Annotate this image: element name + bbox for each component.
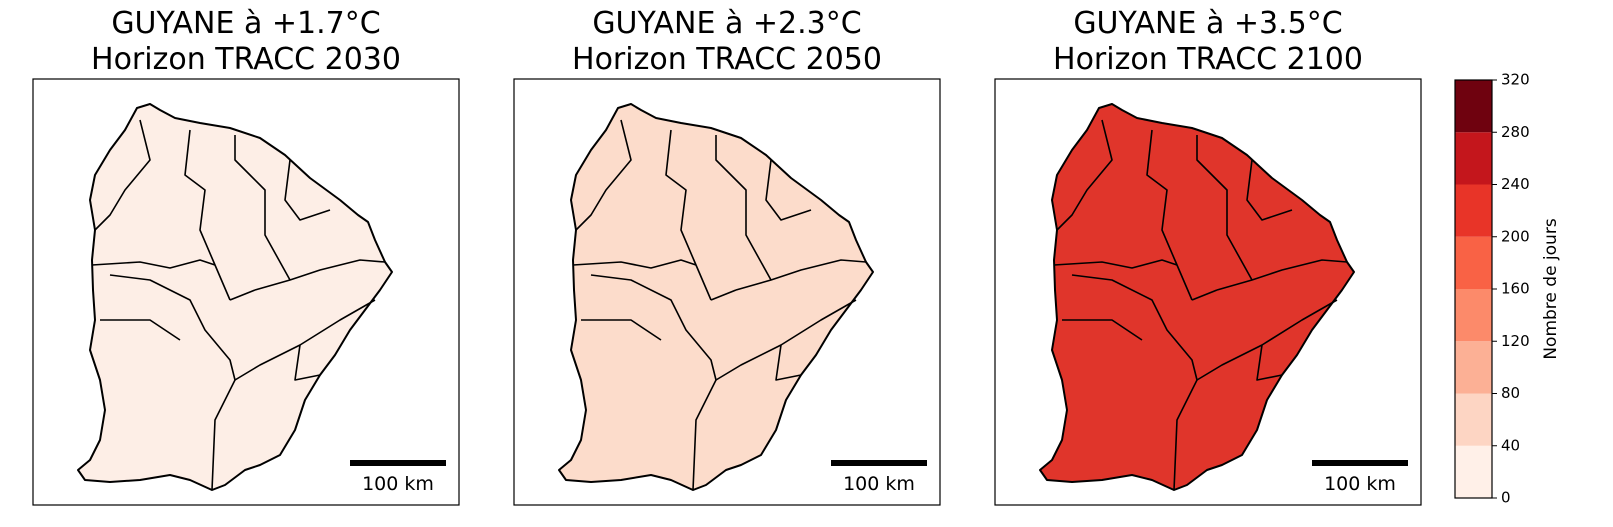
panel-title: Horizon TRACC 2030	[91, 42, 401, 77]
colorbar-tick-label: 320	[1501, 71, 1530, 89]
colorbar-tick-label: 240	[1501, 175, 1530, 193]
map-frame	[513, 78, 941, 506]
panel-title: Horizon TRACC 2050	[572, 42, 882, 77]
map-panel: 100 km	[32, 78, 460, 506]
colorbar-label: Nombre de jours	[1541, 218, 1561, 359]
territory	[558, 103, 874, 491]
colorbar-bin	[1455, 445, 1492, 498]
colorbar-bin	[1455, 393, 1492, 446]
panel-title: GUYANE à +3.5°C	[1073, 6, 1342, 41]
colorbar-tick-label: 160	[1501, 280, 1530, 298]
map-panel: 100 km	[513, 78, 941, 506]
colorbar-tick-label: 80	[1501, 384, 1520, 402]
panel-title: Horizon TRACC 2100	[1053, 42, 1363, 77]
map-panel: 100 km	[994, 78, 1422, 506]
panel-title: GUYANE à +2.3°C	[592, 6, 861, 41]
scale-label: 100 km	[843, 473, 915, 495]
territory	[1039, 103, 1355, 491]
colorbar-tick-label: 0	[1501, 489, 1511, 507]
panel-title: GUYANE à +1.7°C	[111, 6, 380, 41]
colorbar-bin	[1455, 341, 1492, 394]
map-frame	[994, 78, 1422, 506]
colorbar-bin	[1455, 289, 1492, 342]
map-frame	[32, 78, 460, 506]
colorbar-tick-label: 280	[1501, 123, 1530, 141]
colorbar-tick-label: 40	[1501, 436, 1520, 454]
colorbar-bin	[1455, 236, 1492, 289]
territory	[77, 103, 393, 491]
scale-label: 100 km	[362, 473, 434, 495]
colorbar-bin	[1455, 132, 1492, 185]
scale-label: 100 km	[1324, 473, 1396, 495]
colorbar-bin	[1455, 184, 1492, 237]
colorbar-bin	[1455, 80, 1492, 133]
colorbar-tick-label: 200	[1501, 227, 1530, 245]
colorbar-tick-label: 120	[1501, 332, 1530, 350]
